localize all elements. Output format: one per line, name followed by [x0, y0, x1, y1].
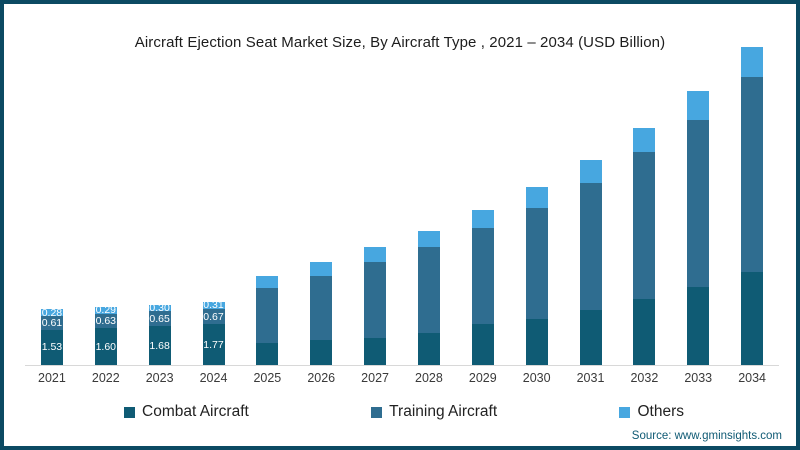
stacked-bar-2028: [417, 230, 440, 365]
bar-segment: [633, 127, 656, 152]
bar-segment: [471, 324, 494, 365]
bar-column-2034: 2034: [725, 30, 779, 385]
x-axis-tick-label: 2033: [684, 371, 713, 385]
bar-segment: 1.53: [40, 329, 63, 365]
legend-item-others: Others: [619, 403, 684, 421]
bar-segment: 0.67: [202, 308, 225, 325]
bar-column-2032: 2032: [617, 30, 671, 385]
bar-column-2033: 2033: [671, 30, 725, 385]
bar-segment: [310, 261, 333, 276]
x-axis-tick-label: 2030: [522, 371, 551, 385]
bar-segment: [364, 337, 387, 365]
bar-segment: [364, 262, 387, 338]
stacked-bar-2023: 0.30 0.65 1.68: [148, 301, 171, 365]
bar-segment: 0.30: [148, 301, 171, 314]
legend-item-training-aircraft: Training Aircraft: [371, 403, 497, 421]
bar-segment: [471, 210, 494, 229]
plot-area: 0.28 0.61 1.53 2021 0.29 0.63 1.60 2022 0.30 0.65…: [25, 30, 779, 385]
legend-label: Others: [637, 403, 684, 420]
stacked-bar-2021: 0.28 0.61 1.53: [40, 306, 63, 365]
stacked-bar-2025: [256, 275, 279, 365]
x-axis-tick-label: 2034: [738, 371, 766, 385]
bar-column-2029: 2029: [456, 30, 510, 385]
x-axis-tick-label: 2021: [38, 371, 66, 385]
bar-segment: 1.77: [202, 324, 225, 365]
stacked-bar-2031: [579, 160, 602, 365]
bar-segment: [471, 228, 494, 325]
bar-column-2024: 0.31 0.67 1.77 2024: [187, 30, 241, 385]
x-axis-tick-label: 2025: [253, 371, 282, 385]
x-axis-tick-label: 2028: [415, 371, 443, 385]
bar-segment: [687, 120, 710, 287]
legend-item-combat-aircraft: Combat Aircraft: [124, 403, 249, 421]
x-axis-tick-label: 2027: [361, 371, 389, 385]
stacked-bar-2024: 0.31 0.67 1.77: [202, 299, 225, 365]
x-axis-line: [25, 365, 779, 366]
bar-column-2030: 2030: [510, 30, 564, 385]
bar-segment: [310, 340, 333, 365]
bar-segment: [417, 332, 440, 365]
bar-segment: [256, 288, 279, 344]
bar-column-2021: 0.28 0.61 1.53 2021: [25, 30, 79, 385]
bar-segment: 0.31: [202, 299, 225, 312]
bar-column-2022: 0.29 0.63 1.60 2022: [79, 30, 133, 385]
bar-segment: 1.60: [94, 328, 117, 365]
bar-segment: [687, 91, 710, 121]
bar-segment: 0.65: [148, 311, 171, 327]
stacked-bar-2027: [364, 247, 387, 365]
bar-column-2028: 2028: [402, 30, 456, 385]
bar-column-2023: 0.30 0.65 1.68 2023: [133, 30, 187, 385]
stacked-bar-2022: 0.29 0.63 1.60: [94, 304, 117, 365]
bar-segment: 0.28: [40, 306, 63, 319]
bar-segment: [633, 151, 656, 299]
legend-swatch-icon: [619, 406, 631, 418]
chart-title: Aircraft Ejection Seat Market Size, By A…: [134, 34, 666, 51]
bar-segment: [579, 310, 602, 365]
bar-segment: [741, 46, 764, 77]
bar-segment: [579, 160, 602, 183]
bar-segment: [633, 299, 656, 365]
bar-segment: 0.29: [94, 304, 117, 317]
bar-segment: [417, 246, 440, 333]
bar-segment: [256, 275, 279, 289]
bar-column-2026: 2026: [294, 30, 348, 385]
stacked-bar-2033: [687, 91, 710, 365]
source-attribution: Source: www.gminsights.com: [631, 430, 782, 442]
bar-segment: [256, 343, 279, 365]
legend-label: Training Aircraft: [389, 403, 498, 420]
legend: Combat Aircraft Training Aircraft Others: [124, 403, 684, 421]
x-axis-tick-label: 2023: [145, 371, 174, 385]
x-axis-tick-label: 2032: [630, 371, 659, 385]
bar-segment: [687, 286, 710, 365]
bar-segment: [525, 208, 548, 320]
stacked-bar-2034: [741, 46, 764, 365]
bar-segment: [525, 187, 548, 209]
bar-segment: [310, 275, 333, 341]
bar-segment: 0.63: [94, 313, 117, 329]
stacked-bar-2029: [471, 210, 494, 365]
bar-segment: [741, 76, 764, 272]
x-axis-tick-label: 2029: [468, 371, 497, 385]
bar-segment: [364, 247, 387, 263]
bar-segment: 1.68: [148, 326, 171, 365]
bar-segment: [741, 271, 764, 365]
bar-segment: [579, 182, 602, 310]
legend-swatch-icon: [124, 406, 135, 418]
x-axis-tick-label: 2022: [91, 371, 120, 385]
x-axis-tick-label: 2024: [199, 371, 228, 385]
legend-label: Combat Aircraft: [142, 403, 249, 420]
stacked-bar-2026: [310, 261, 333, 365]
bar-column-2031: 2031: [564, 30, 618, 385]
bar-segment: 0.61: [40, 315, 63, 330]
bar-column-2027: 2027: [348, 30, 402, 385]
bar-column-2025: 2025: [240, 30, 294, 385]
bar-segment: [417, 230, 440, 247]
legend-swatch-icon: [371, 406, 383, 418]
x-axis-tick-label: 2026: [307, 371, 336, 385]
bar-segment: [525, 319, 548, 365]
stacked-bar-2030: [525, 187, 548, 365]
x-axis-tick-label: 2031: [576, 371, 605, 385]
stacked-bar-2032: [633, 127, 656, 365]
